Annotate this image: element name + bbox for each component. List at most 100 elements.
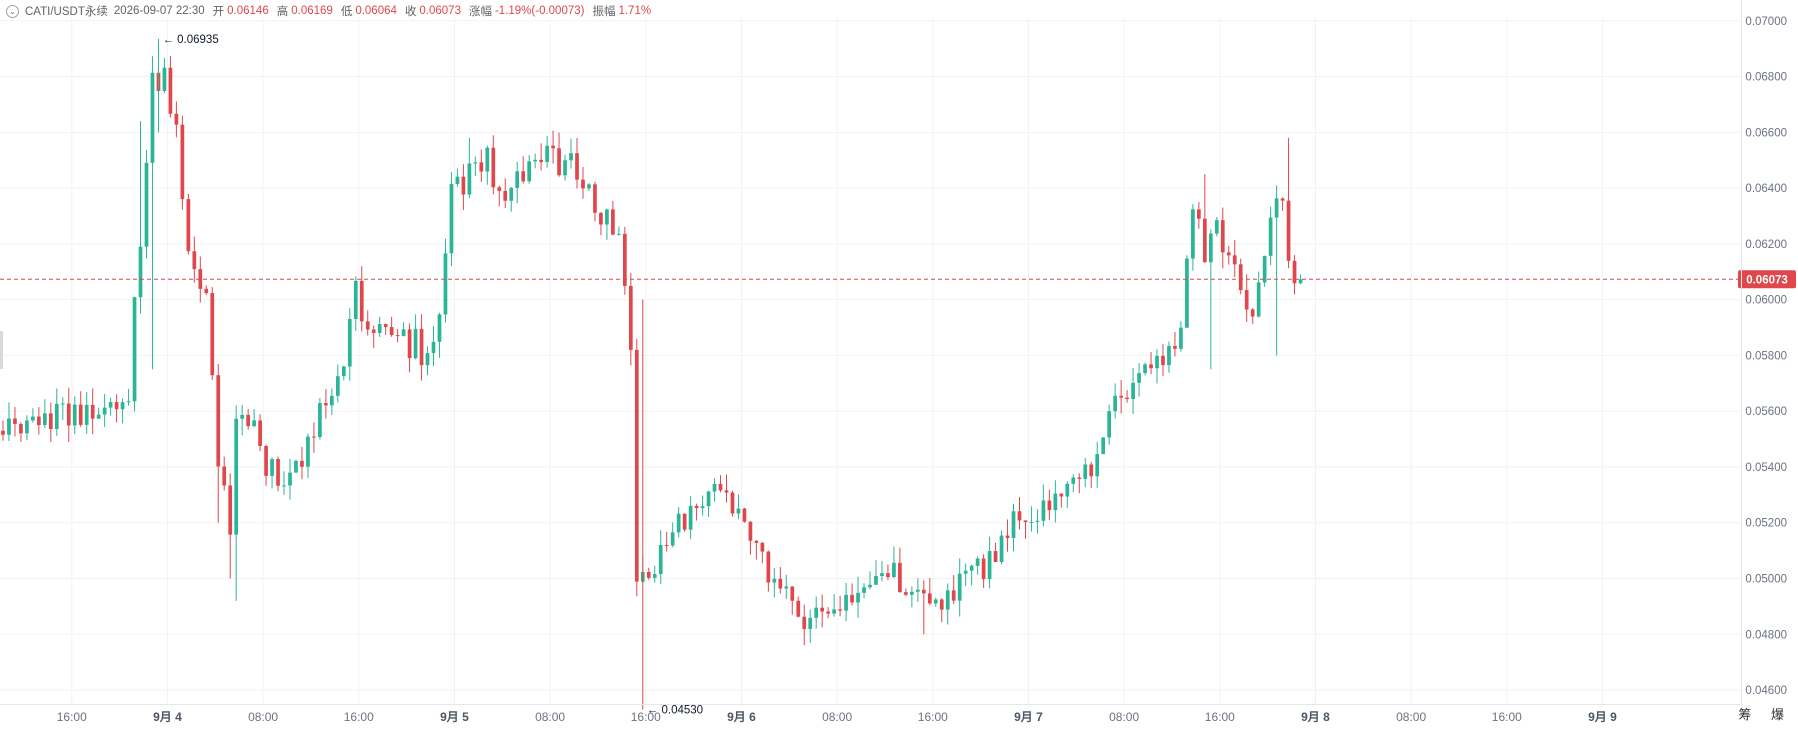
candle-body <box>718 483 723 491</box>
pane-resize-handle[interactable] <box>0 331 3 369</box>
y-tick-label: 0.07000 <box>1745 16 1787 28</box>
candle-body <box>575 153 579 180</box>
low-value: 0.06064 <box>355 5 397 17</box>
candle-body <box>587 184 591 189</box>
candle-body <box>563 160 567 176</box>
candle-body <box>1035 520 1040 522</box>
candle-body <box>1185 258 1189 328</box>
candle-body <box>605 209 609 225</box>
x-tick-label: 16:00 <box>631 710 661 724</box>
candle-body <box>473 162 478 164</box>
x-tick-label: 9月 4 <box>153 710 182 724</box>
y-axis[interactable]: 0.07000 0.06800 0.06600 0.06400 0.06200 0.060… <box>1741 0 1788 704</box>
x-axis[interactable]: 16:00 9月 4 08:00 16:00 9月 5 08:00 16:00 9月 6 08:… <box>0 704 1742 725</box>
candle-body <box>796 600 801 617</box>
x-tick-label: 9月 5 <box>440 710 469 724</box>
candle-body <box>216 375 221 467</box>
candle-body <box>664 545 669 547</box>
candle-body <box>676 513 681 533</box>
candle-body <box>772 578 777 583</box>
candle-body <box>1101 437 1106 455</box>
candle-body <box>1095 454 1100 477</box>
candle-body <box>509 187 514 201</box>
symbol-label[interactable]: CATI/USDT永续 <box>25 6 108 18</box>
candle-body <box>234 418 239 535</box>
x-tick-label: 08:00 <box>822 710 852 724</box>
candle-body <box>987 551 992 580</box>
candle-body <box>1143 364 1147 374</box>
high-value: 0.06169 <box>291 5 333 17</box>
candle-body <box>832 609 836 614</box>
candle-body <box>569 153 573 161</box>
candle-body <box>545 145 549 163</box>
candle-body <box>198 269 203 289</box>
candle-body <box>108 402 113 408</box>
candle-body <box>60 403 65 405</box>
x-tick-label: 9月 7 <box>1014 710 1043 724</box>
candle-body <box>945 590 950 610</box>
candle-body <box>264 445 268 476</box>
candle-body <box>1244 290 1249 310</box>
candle-body <box>557 148 561 176</box>
candle-body <box>766 551 771 583</box>
candle-body <box>1220 220 1225 253</box>
candle-body <box>933 599 938 604</box>
candle-body <box>682 513 687 530</box>
candle-body <box>120 402 125 410</box>
change-label: 涨幅 <box>468 6 492 18</box>
candle-body <box>1173 346 1177 349</box>
candle-body <box>335 376 340 396</box>
candle-body <box>551 145 555 149</box>
grid-lines <box>0 18 1742 704</box>
candle-body <box>880 573 884 577</box>
candle-body <box>1202 218 1207 263</box>
candle-body <box>611 209 615 235</box>
candle-body <box>802 616 807 629</box>
candle-body <box>927 593 932 604</box>
candle-body <box>246 414 250 427</box>
candle-body <box>1232 255 1237 265</box>
candle-body <box>72 404 77 426</box>
y-tick-label: 0.05400 <box>1745 462 1787 474</box>
chevron-circle-icon[interactable]: ⌄ <box>6 4 19 18</box>
candle-body <box>425 353 430 366</box>
candle-body <box>7 418 11 435</box>
candle-body <box>282 485 286 487</box>
candle-body <box>748 521 753 541</box>
candle-body <box>114 402 119 410</box>
candle-body <box>419 328 424 366</box>
y-tick-label: 0.04800 <box>1745 629 1787 641</box>
candle-body <box>341 366 346 377</box>
candle-body <box>1161 355 1165 366</box>
candle-body <box>25 420 29 434</box>
candle-body <box>1197 209 1201 219</box>
candle-body <box>1274 198 1279 218</box>
candle-body <box>736 508 741 514</box>
x-tick-label: 16:00 <box>918 710 948 724</box>
candle-body <box>48 413 53 429</box>
candle-body <box>700 506 705 509</box>
candle-body <box>622 233 627 286</box>
candle-body <box>975 558 980 566</box>
close-value: 0.06073 <box>419 5 461 17</box>
candle-body <box>347 318 352 367</box>
candle-body <box>1119 395 1123 398</box>
corner-tools[interactable]: 筹 爆 <box>1738 707 1792 722</box>
candle-body <box>1191 209 1195 259</box>
candle-body <box>850 594 854 603</box>
candle-body <box>126 401 131 403</box>
candle-body <box>90 404 95 419</box>
change-value: -1.19%(-0.00073) <box>494 5 585 17</box>
candle-body <box>856 592 860 603</box>
x-tick-label: 08:00 <box>1396 710 1426 724</box>
candle-body <box>150 72 155 163</box>
candle-body <box>371 329 376 334</box>
candle-body <box>1286 200 1291 261</box>
candle-body <box>706 491 711 507</box>
x-tick-label: 16:00 <box>1205 710 1235 724</box>
candle-body <box>1053 493 1058 511</box>
candle-body <box>724 490 729 493</box>
candle-body <box>138 246 143 298</box>
